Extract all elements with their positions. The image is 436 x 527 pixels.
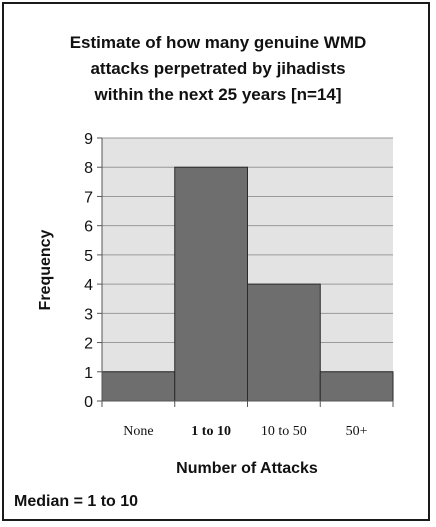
- chart-title-line-3: within the next 25 years [n=14]: [94, 85, 342, 104]
- y-tick-label: 3: [84, 306, 93, 323]
- x-axis-label: Number of Attacks: [176, 460, 318, 477]
- y-tick-label: 6: [84, 219, 93, 236]
- bar-2: [174, 166, 248, 402]
- bar-4: [319, 371, 394, 402]
- y-tick-label: 7: [84, 189, 93, 206]
- y-tick-label: 0: [84, 394, 93, 411]
- chart-title-line-1: Estimate of how many genuine WMD: [69, 33, 367, 52]
- x-tick-labels: None 1 to 10 10 to 50 50+: [123, 424, 367, 439]
- chart-title: Estimate of how many genuine WMD attacks…: [0, 30, 436, 108]
- y-tick-label: 1: [84, 365, 93, 382]
- bar-3: [247, 283, 321, 402]
- x-tick-label: 1 to 10: [191, 424, 231, 439]
- x-tick-label: 10 to 50: [261, 424, 307, 439]
- y-tick-label: 5: [84, 248, 93, 265]
- bars: [101, 166, 394, 402]
- y-tick-label: 9: [84, 131, 93, 148]
- y-tick-label: 2: [84, 336, 93, 353]
- median-note: Median = 1 to 10: [14, 493, 139, 510]
- bar-1: [101, 371, 176, 402]
- x-tick-label: None: [123, 424, 153, 439]
- y-tick-label: 8: [84, 160, 93, 177]
- chart-title-line-2: attacks perpetrated by jihadists: [90, 59, 346, 78]
- y-axis-label: Frequency: [37, 229, 54, 310]
- axes: [101, 138, 394, 407]
- y-tick-label: 4: [84, 277, 93, 294]
- x-tick-label: 50+: [346, 424, 368, 439]
- y-tick-labels: 0 1 2 3 4 5 6 7 8 9: [84, 131, 93, 411]
